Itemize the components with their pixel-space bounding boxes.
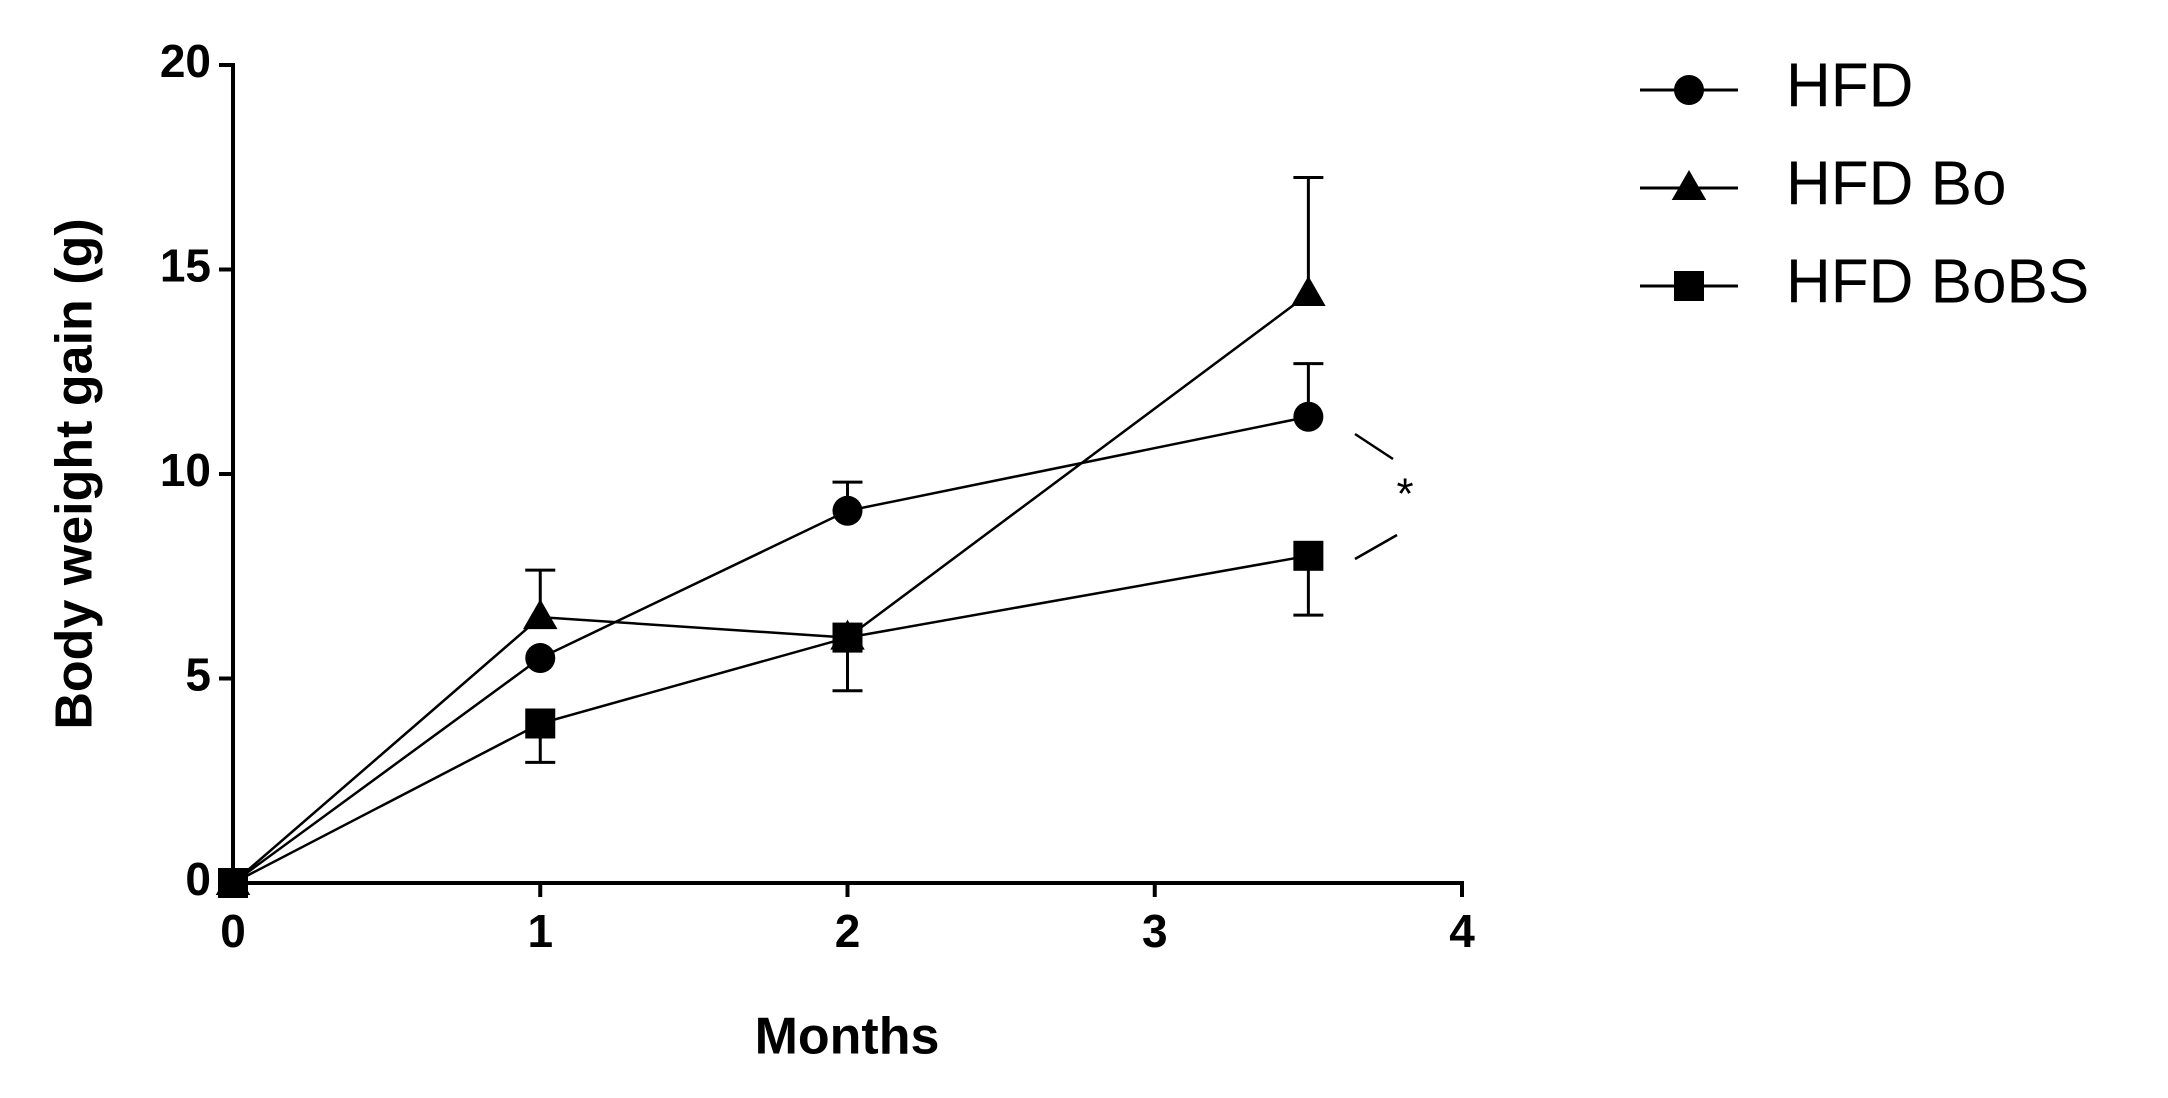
data-point — [1293, 401, 1324, 432]
data-line — [232, 293, 1310, 884]
data-point — [218, 868, 248, 898]
data-point — [832, 622, 863, 653]
y-tick-label: 10 — [160, 444, 211, 496]
data-line — [232, 554, 1309, 885]
legend-marker — [1671, 170, 1707, 200]
x-axis-title: Months — [755, 1008, 940, 1066]
data-point — [523, 599, 558, 630]
data-point — [1293, 540, 1324, 571]
significance-mark: * — [1396, 470, 1413, 519]
x-tick-label: 4 — [1449, 905, 1475, 957]
x-tick-label: 0 — [220, 905, 246, 957]
legend-marker — [1674, 75, 1704, 105]
legend-label: HFD — [1786, 51, 1913, 120]
x-tick-label: 1 — [527, 905, 553, 957]
significance-bracket — [1354, 533, 1398, 561]
y-tick-label: 20 — [160, 35, 211, 87]
x-tick-label: 3 — [1142, 905, 1168, 957]
significance-bracket — [1354, 432, 1394, 461]
x-tick-label: 2 — [835, 905, 861, 957]
data-point — [525, 708, 556, 739]
legend-label: HFD Bo — [1786, 149, 2006, 218]
y-tick-label: 5 — [185, 649, 211, 701]
legend-label: HFD BoBS — [1786, 247, 2089, 316]
data-point — [525, 643, 556, 674]
y-axis-title: Body weight gain (g) — [46, 218, 104, 729]
y-tick-label: 0 — [185, 853, 211, 905]
data-point — [1291, 276, 1326, 307]
legend-marker — [1674, 271, 1704, 301]
y-tick-label: 15 — [160, 240, 211, 292]
data-point — [832, 495, 863, 526]
error-bar — [1293, 175, 1324, 295]
data-line — [232, 415, 1309, 885]
